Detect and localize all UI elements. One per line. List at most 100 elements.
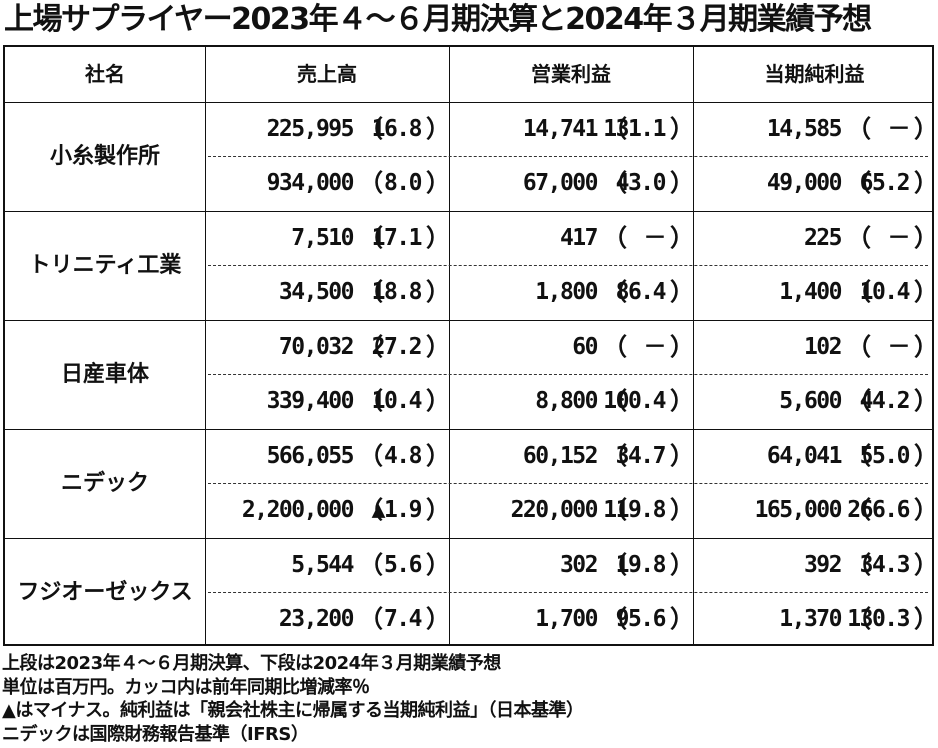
company-name: トリニティ工業 [28,253,182,278]
paren-close: ） [670,278,694,306]
table-cell-value: 70,032 [278,334,355,360]
table-cell-value: 566,055 [266,443,355,469]
paren-close: ） [914,115,938,143]
paren-close: ） [670,169,694,197]
financial-table: 社名 売上高 営業利益 当期純利益 小糸製作所 225,995 （16.8） 14,7… [3,45,938,646]
column-divider [449,47,450,644]
paren-open: （ [603,496,627,524]
paren-open: （ [603,551,627,579]
company-divider [5,429,932,430]
table-cell-value: 60 [572,334,598,360]
table-cell-value: 1,800 [535,279,598,305]
paren-open: （ [847,605,871,633]
table-cell-value: 67,000 [522,170,599,196]
paren-open: （ [359,605,383,633]
paren-open: （ [359,115,383,143]
paren-close: ） [914,496,938,524]
table-cell-change-rate: 100.4 [603,388,666,414]
table-cell-change-rate: － [887,225,911,251]
paren-open: （ [359,387,383,415]
table-cell-value: 34,500 [278,279,355,305]
header-operating-profit: 営業利益 [531,62,611,86]
table-cell-change-rate: 130.3 [847,606,910,632]
paren-open: （ [603,333,627,361]
paren-open: （ [359,333,383,361]
paren-close: ） [426,387,450,415]
paren-close: ） [914,551,938,579]
table-cell-change-rate: 10.4 [371,388,423,414]
table-cell-value: 339,400 [266,388,355,414]
paren-open: （ [359,551,383,579]
paren-open: （ [847,224,871,252]
table-cell-value: 64,041 [766,443,843,469]
paren-close: ） [914,224,938,252]
footnotes: 上段は2023年４～６月期決算、下段は2024年３月期業績予想 単位は百万円。カ… [2,652,584,746]
paren-close: ） [914,387,938,415]
paren-open: （ [603,169,627,197]
paren-close: ） [426,169,450,197]
paren-open: （ [359,278,383,306]
table-cell-change-rate: － [643,334,667,360]
company-divider [5,320,932,321]
table-cell-change-rate: 43.0 [615,170,667,196]
header-sales: 売上高 [297,62,357,86]
table-cell-value: 417 [559,225,599,251]
paren-close: ） [914,278,938,306]
footnote-line: 単位は百万円。カッコ内は前年同期比増減率％ [2,676,370,698]
paren-close: ） [426,333,450,361]
paren-close: ） [670,605,694,633]
table-cell-value: 165,000 [754,497,843,523]
row-divider-dashed [208,265,928,266]
table-cell-change-rate: 266.6 [847,497,910,523]
table-cell-value: 225 [803,225,843,251]
table-cell-change-rate: 65.2 [859,170,911,196]
table-cell-value: 102 [803,334,843,360]
row-divider-dashed [208,592,928,593]
table-cell-value: 934,000 [266,170,355,196]
table-cell-value: 1,700 [535,606,598,632]
table-cell-value: 49,000 [766,170,843,196]
paren-close: ） [426,605,450,633]
paren-open: （ [847,333,871,361]
paren-close: ） [670,551,694,579]
paren-open: （ [847,496,871,524]
table-cell-value: 220,000 [510,497,599,523]
paren-close: ） [914,333,938,361]
paren-close: ） [670,442,694,470]
paren-close: ） [670,496,694,524]
table-cell-change-rate: 34.3 [859,552,911,578]
paren-open: （ [847,169,871,197]
row-divider-dashed [208,483,928,484]
table-cell-change-rate: ▲1.9 [371,497,423,523]
paren-close: ） [426,496,450,524]
table-cell-change-rate: 131.1 [603,116,666,142]
table-cell-value: 225,995 [266,116,355,142]
row-divider-dashed [208,374,928,375]
table-cell-value: 7,510 [291,225,354,251]
table-cell-change-rate: 44.2 [859,388,911,414]
paren-open: （ [847,551,871,579]
table-cell-value: 1,370 [779,606,842,632]
paren-close: ） [426,278,450,306]
table-cell-change-rate: 19.8 [615,552,667,578]
table-cell-value: 60,152 [522,443,599,469]
paren-open: （ [359,169,383,197]
table-cell-change-rate: 4.8 [383,443,423,469]
table-cell-value: 2,200,000 [241,497,355,523]
company-name: ニデック [60,471,149,496]
paren-close: ） [670,224,694,252]
paren-close: ） [426,551,450,579]
table-cell-change-rate: 17.1 [371,225,423,251]
company-name: 小糸製作所 [49,144,160,169]
column-divider [205,47,206,644]
table-cell-change-rate: 16.8 [371,116,423,142]
paren-open: （ [359,224,383,252]
header-divider [5,102,932,103]
table-cell-change-rate: 7.4 [383,606,423,632]
table-cell-value: 14,585 [766,116,843,142]
paren-open: （ [603,605,627,633]
company-name: フジオーゼックス [17,580,193,605]
table-cell-value: 392 [803,552,843,578]
paren-close: ） [914,605,938,633]
paren-open: （ [847,278,871,306]
